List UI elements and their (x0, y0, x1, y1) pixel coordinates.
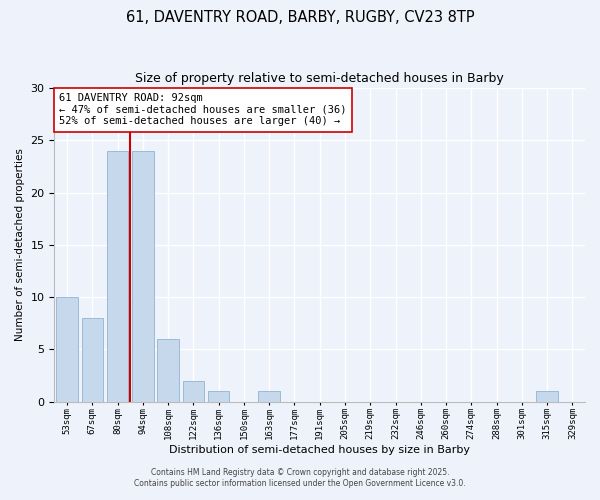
X-axis label: Distribution of semi-detached houses by size in Barby: Distribution of semi-detached houses by … (169, 445, 470, 455)
Bar (132, 151, 154, 402)
Text: 61, DAVENTRY ROAD, BARBY, RUGBY, CV23 8TP: 61, DAVENTRY ROAD, BARBY, RUGBY, CV23 8T… (125, 10, 475, 25)
Bar (182, 380, 204, 402)
Text: 61 DAVENTRY ROAD: 92sqm
← 47% of semi-detached houses are smaller (36)
52% of se: 61 DAVENTRY ROAD: 92sqm ← 47% of semi-de… (59, 94, 347, 126)
Bar (82, 318, 103, 402)
Bar (208, 391, 229, 402)
Bar (107, 151, 128, 402)
Y-axis label: Number of semi-detached properties: Number of semi-detached properties (15, 148, 25, 342)
Bar (56, 297, 78, 402)
Title: Size of property relative to semi-detached houses in Barby: Size of property relative to semi-detach… (136, 72, 504, 86)
Text: Contains HM Land Registry data © Crown copyright and database right 2025.
Contai: Contains HM Land Registry data © Crown c… (134, 468, 466, 487)
Bar (259, 391, 280, 402)
Bar (536, 391, 558, 402)
Bar (157, 339, 179, 402)
